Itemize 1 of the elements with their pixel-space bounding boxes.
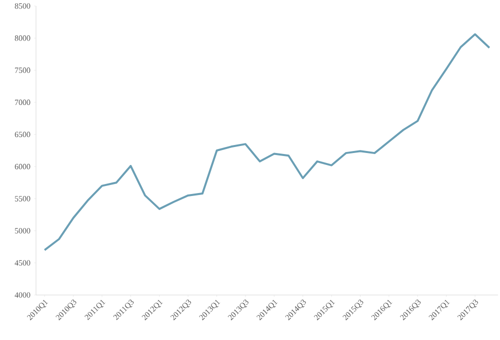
line-series (44, 33, 490, 252)
